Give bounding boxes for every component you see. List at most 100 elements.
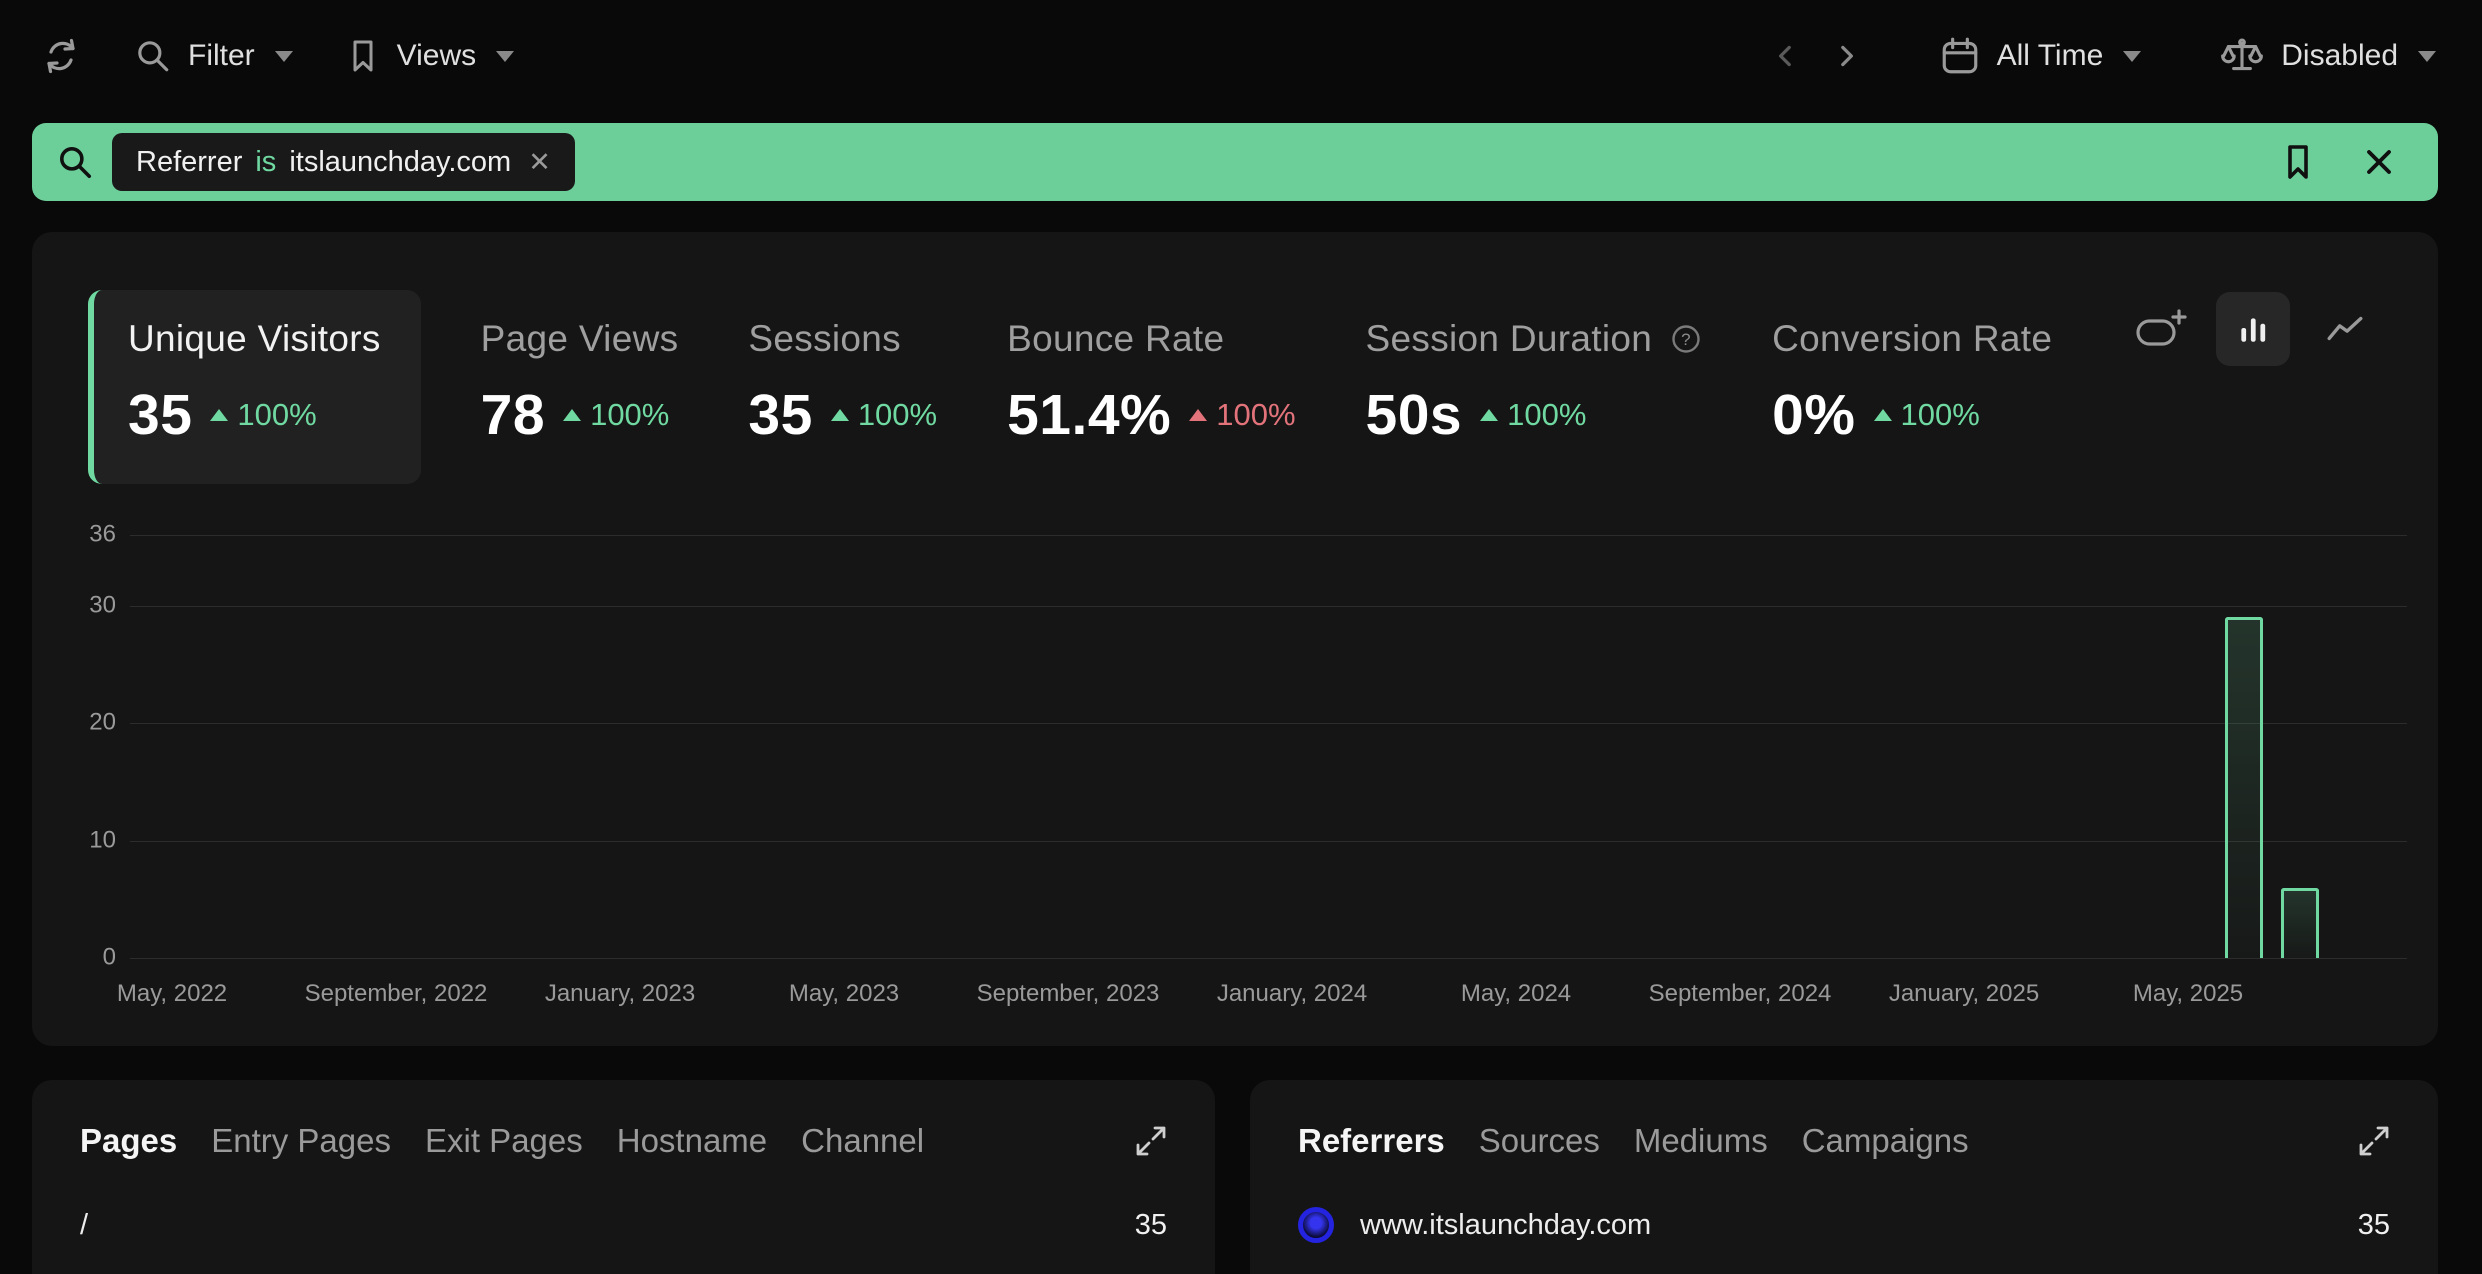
- metric-tab-conversion-rate[interactable]: Conversion Rate 0% 100%: [1772, 290, 2052, 448]
- filter-bar-actions: [2280, 142, 2396, 182]
- svg-text:?: ?: [1681, 330, 1691, 349]
- x-axis-label: May, 2025: [2132, 980, 2244, 1007]
- filter-dropdown[interactable]: Filter: [134, 37, 293, 75]
- add-comparison-button[interactable]: [2124, 292, 2198, 366]
- referrers-rows: www.itslaunchday.com 35: [1250, 1196, 2438, 1254]
- toolbar-left-group: Filter Views: [40, 35, 515, 77]
- y-axis-label: 20: [89, 708, 116, 736]
- tab-entry-pages[interactable]: Entry Pages: [211, 1122, 391, 1159]
- chevron-down-icon: [496, 50, 515, 62]
- filter-chip-operator: is: [255, 145, 277, 178]
- filter-chip[interactable]: Referrer is itslaunchday.com ✕: [112, 133, 575, 191]
- tab-campaigns[interactable]: Campaigns: [1801, 1122, 1969, 1159]
- metric-value: 50s: [1365, 383, 1463, 447]
- x-axis-label: January, 2024: [1216, 980, 1368, 1007]
- expand-icon: [1133, 1123, 1169, 1159]
- chart-gridline: [130, 958, 2407, 959]
- x-axis-label: January, 2025: [1888, 980, 2040, 1007]
- date-range-dropdown[interactable]: All Time: [1939, 35, 2142, 77]
- x-axis-label: September, 2024: [1648, 980, 1832, 1007]
- site-favicon: [1298, 1207, 1334, 1243]
- arrow-up-icon: [1480, 409, 1499, 421]
- metric-tab-session-duration[interactable]: Session Duration? 50s 100%: [1366, 290, 1703, 448]
- prev-period-button[interactable]: [1771, 41, 1801, 71]
- metric-value: 0%: [1772, 383, 1856, 447]
- refresh-button[interactable]: [40, 35, 82, 77]
- tab-pages[interactable]: Pages: [80, 1122, 178, 1159]
- metric-tab-page-views[interactable]: Page Views 78 100%: [481, 290, 679, 448]
- pages-rows: / 35: [32, 1196, 1215, 1254]
- row-label-text: www.itslaunchday.com: [1360, 1208, 1652, 1241]
- metric-value: 78: [480, 383, 546, 447]
- filter-chip-field: Referrer: [136, 145, 243, 178]
- arrow-up-icon: [830, 409, 849, 421]
- bar-chart-button[interactable]: [2216, 292, 2290, 366]
- y-axis-label: 36: [89, 520, 116, 548]
- remove-filter-button[interactable]: ✕: [524, 145, 555, 180]
- refresh-icon: [40, 35, 82, 77]
- metric-delta: 100%: [830, 397, 937, 433]
- views-label: Views: [396, 39, 477, 72]
- bar-chart-icon: [2235, 311, 2271, 347]
- chart-gridline: [130, 840, 2407, 842]
- metric-delta: 100%: [1189, 397, 1296, 433]
- tab-mediums[interactable]: Mediums: [1633, 1122, 1768, 1159]
- metric-tab-sessions[interactable]: Sessions 35 100%: [748, 290, 937, 448]
- chart-bar[interactable]: [2225, 617, 2263, 958]
- help-icon[interactable]: ?: [1670, 323, 1702, 355]
- chart-gridline: [130, 723, 2407, 724]
- metric-value-row: 78 100%: [481, 382, 679, 448]
- metric-label: Page Views: [480, 318, 679, 359]
- metric-delta: 100%: [1480, 397, 1586, 433]
- chart-bar[interactable]: [2281, 887, 2319, 958]
- save-filter-bookmark-button[interactable]: [2280, 142, 2316, 182]
- metric-delta: 100%: [563, 397, 669, 433]
- line-chart-button[interactable]: [2308, 292, 2382, 366]
- expand-referrers-button[interactable]: [2356, 1123, 2392, 1159]
- compare-label: Disabled: [2281, 39, 2398, 72]
- bookmark-icon: [2280, 142, 2316, 182]
- metric-tab-bounce-rate[interactable]: Bounce Rate 51.4% 100%: [1007, 290, 1295, 448]
- row-value: 35: [2357, 1208, 2390, 1241]
- list-item[interactable]: www.itslaunchday.com 35: [1298, 1196, 2390, 1254]
- compare-dropdown[interactable]: Disabled: [2219, 33, 2436, 79]
- next-period-button[interactable]: [1831, 41, 1861, 71]
- tab-exit-pages[interactable]: Exit Pages: [425, 1122, 583, 1159]
- metric-label: Bounce Rate: [1007, 318, 1225, 359]
- y-axis-label: 0: [102, 943, 116, 971]
- metric-label: Conversion Rate: [1772, 318, 2053, 359]
- metric-label: Unique Visitors: [128, 318, 381, 359]
- x-axis-label: January, 2023: [544, 980, 696, 1007]
- metric-delta-value: 100%: [1507, 397, 1587, 432]
- referrers-panel: Referrers Sources Mediums Campaigns www.its…: [1250, 1080, 2438, 1274]
- toolbar-right-group: All Time Disabled: [1771, 33, 2436, 79]
- tab-referrers[interactable]: Referrers: [1298, 1122, 1445, 1159]
- list-item[interactable]: / 35: [80, 1196, 1167, 1254]
- referrers-panel-tabs: Referrers Sources Mediums Campaigns: [1250, 1080, 2438, 1160]
- row-value: 35: [1134, 1208, 1167, 1241]
- x-axis-label: May, 2022: [116, 980, 228, 1007]
- metric-delta: 100%: [210, 397, 317, 433]
- tab-sources[interactable]: Sources: [1478, 1122, 1600, 1159]
- expand-icon: [2356, 1123, 2392, 1159]
- chart-gridline: [130, 605, 2407, 607]
- date-range-label: All Time: [1996, 39, 2104, 72]
- expand-pages-button[interactable]: [1133, 1123, 1169, 1159]
- y-axis-label: 30: [89, 590, 116, 618]
- chevron-down-icon: [2418, 50, 2436, 62]
- clear-filters-button[interactable]: [2362, 145, 2396, 179]
- arrow-up-icon: [1189, 409, 1208, 421]
- x-axis-label: May, 2023: [788, 980, 900, 1007]
- add-comparison-icon: [2134, 307, 2188, 351]
- views-dropdown[interactable]: Views: [345, 37, 515, 75]
- metric-value: 51.4%: [1007, 383, 1172, 447]
- metric-value-row: 35 100%: [748, 382, 937, 448]
- tab-channel[interactable]: Channel: [801, 1122, 925, 1159]
- metric-delta-value: 100%: [237, 397, 317, 432]
- row-label: /: [80, 1209, 88, 1242]
- filter-chip-value: itslaunchday.com: [289, 145, 512, 178]
- metric-tab-unique-visitors[interactable]: Unique Visitors 35 100%: [88, 290, 421, 484]
- tab-hostname[interactable]: Hostname: [616, 1122, 768, 1159]
- scales-icon: [2219, 33, 2265, 79]
